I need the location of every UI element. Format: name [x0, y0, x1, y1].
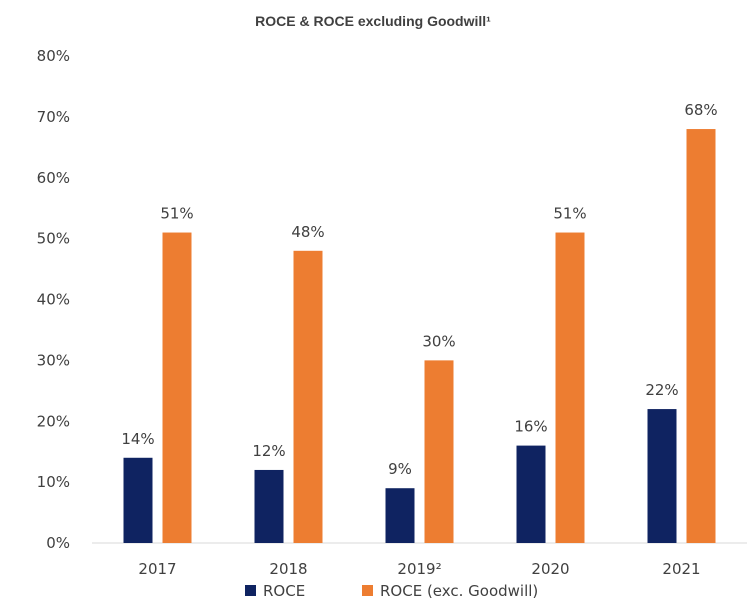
bar-roce — [123, 457, 153, 543]
bars: 14% 51% 12% 48% 9% 30% 16% 51% 22% 68% — [121, 101, 718, 544]
data-label: 48% — [291, 223, 324, 241]
data-label: 51% — [160, 205, 193, 223]
legend: ROCE ROCE (exc. Goodwill) — [245, 582, 538, 600]
x-tick-label: 2019² — [397, 560, 441, 578]
data-label: 51% — [553, 205, 586, 223]
legend-swatch — [245, 585, 256, 596]
data-label: 9% — [388, 460, 412, 478]
bar-roce — [385, 488, 415, 543]
y-tick-label: 50% — [37, 230, 70, 248]
data-label: 30% — [422, 332, 455, 350]
y-tick-label: 70% — [37, 108, 70, 126]
bar-roce-exc-goodwill — [424, 360, 454, 543]
bar-roce — [647, 409, 677, 543]
y-tick-label: 0% — [46, 534, 70, 552]
data-label: 68% — [684, 101, 717, 119]
bar-roce-exc-goodwill — [293, 250, 323, 544]
bar-roce — [516, 445, 546, 543]
bar-roce-exc-goodwill — [162, 232, 192, 543]
bar-roce — [254, 469, 284, 543]
data-label: 22% — [645, 381, 678, 399]
bar-roce-exc-goodwill — [555, 232, 585, 543]
y-tick-label: 30% — [37, 351, 70, 369]
x-tick-label: 2018 — [269, 560, 307, 578]
y-tick-label: 40% — [37, 291, 70, 309]
y-tick-label: 80% — [37, 47, 70, 65]
x-tick-label: 2020 — [531, 560, 569, 578]
x-tick-label: 2021 — [662, 560, 700, 578]
chart-title: ROCE & ROCE excluding Goodwill¹ — [255, 13, 491, 29]
y-axis: 0% 10% 20% 30% 40% 50% 60% 70% 80% — [37, 47, 70, 552]
data-label: 16% — [514, 418, 547, 436]
data-label: 12% — [252, 442, 285, 460]
y-tick-label: 10% — [37, 473, 70, 491]
data-label: 14% — [121, 430, 154, 448]
y-tick-label: 20% — [37, 412, 70, 430]
legend-swatch — [362, 585, 373, 596]
x-axis: 2017 2018 2019² 2020 2021 — [138, 560, 700, 578]
y-tick-label: 60% — [37, 169, 70, 187]
legend-label: ROCE — [263, 582, 305, 600]
x-tick-label: 2017 — [138, 560, 176, 578]
bar-roce-exc-goodwill — [686, 129, 716, 544]
legend-label: ROCE (exc. Goodwill) — [380, 582, 538, 600]
